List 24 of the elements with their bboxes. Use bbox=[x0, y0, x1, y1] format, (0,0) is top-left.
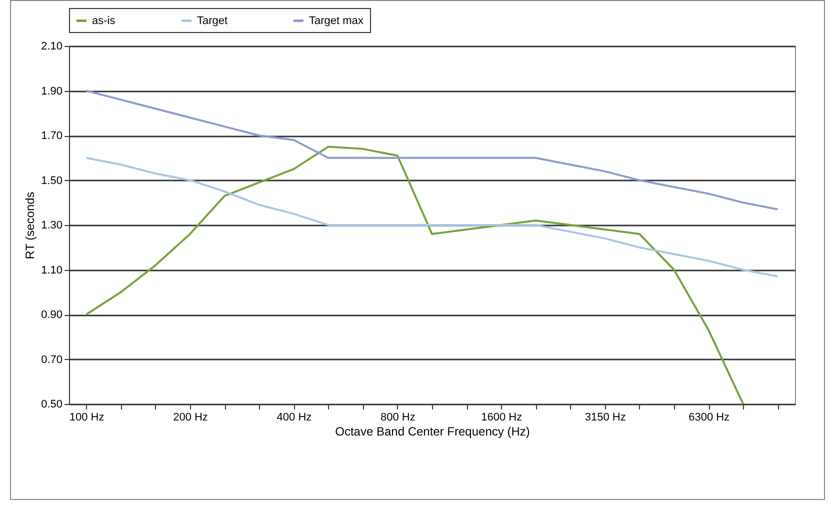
line-series bbox=[85, 90, 779, 210]
y-tick-label: 0.70 bbox=[41, 354, 62, 366]
x-tick-label: 6300 Hz bbox=[688, 412, 730, 424]
legend-label: Target max bbox=[309, 14, 364, 27]
x-tick-label: 200 Hz bbox=[173, 412, 208, 424]
y-tick-label: 1.90 bbox=[41, 85, 62, 98]
x-axis-title: Octave Band Center Frequency (Hz) bbox=[335, 424, 530, 438]
y-tick-label: 1.30 bbox=[41, 220, 62, 232]
y-tick-label: 1.70 bbox=[41, 130, 62, 142]
y-tick-label: 1.50 bbox=[41, 174, 62, 187]
x-tick-label: 100 Hz bbox=[69, 412, 104, 424]
x-tick-label: 800 Hz bbox=[380, 412, 416, 424]
line-series bbox=[85, 146, 744, 405]
legend-label: Target bbox=[197, 14, 228, 27]
y-tick-label: 1.10 bbox=[41, 264, 62, 276]
y-axis-title: RT (seconds bbox=[23, 192, 38, 260]
line-series bbox=[85, 156, 779, 278]
y-tick-label: 0.50 bbox=[41, 398, 62, 410]
x-tick-label: 400 Hz bbox=[276, 412, 312, 424]
y-tick-label: 2.10 bbox=[41, 40, 62, 52]
y-tick-label: 0.90 bbox=[41, 309, 62, 321]
x-tick-label: 1600 Hz bbox=[481, 412, 522, 424]
legend-label: as-is bbox=[92, 14, 116, 27]
x-tick-label: 3150 Hz bbox=[584, 412, 626, 424]
